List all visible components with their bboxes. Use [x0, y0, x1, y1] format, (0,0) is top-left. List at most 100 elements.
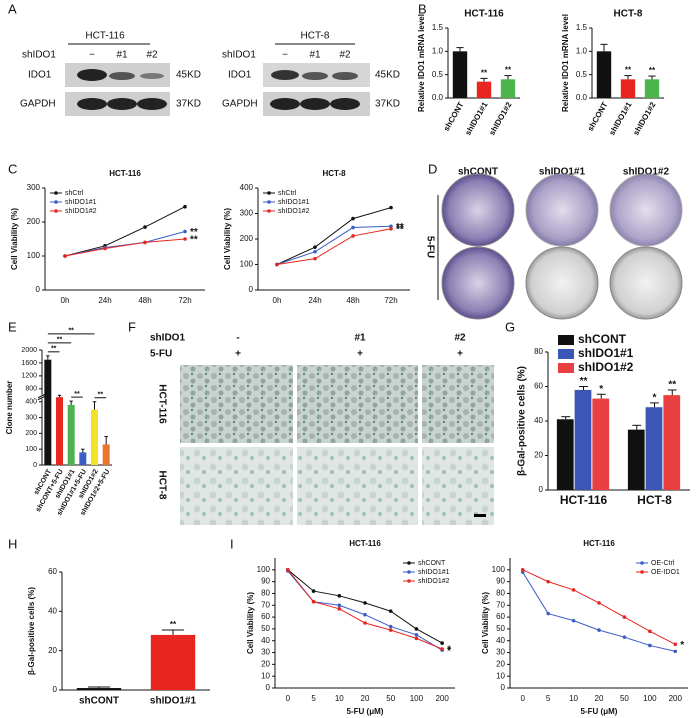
significance: ** — [190, 227, 198, 238]
y-tick-label: 40 — [48, 606, 57, 615]
cell-line: HCT-8 — [301, 31, 330, 42]
y-tick-label: 40 — [261, 636, 270, 645]
y-tick-label: 300 — [25, 414, 37, 421]
significance: * — [680, 640, 684, 651]
legend-swatch — [640, 570, 644, 574]
marker — [103, 246, 107, 251]
protein: IDO1 — [228, 70, 252, 81]
legend-label: shIDO1#1 — [278, 199, 310, 206]
axis-break — [38, 394, 46, 399]
line — [64, 231, 186, 257]
row-label: shIDO1 — [222, 50, 256, 61]
y-axis-label: β-Gal-positive cells (%) — [27, 587, 36, 675]
significance: ** — [505, 66, 512, 75]
marker — [622, 615, 627, 619]
bar — [76, 688, 122, 690]
x-tick-label: 0 — [286, 694, 291, 703]
bar — [476, 81, 492, 98]
x-tick-label: shIDO1#2 — [631, 100, 658, 137]
y-tick-label: 0.0 — [576, 93, 588, 102]
y-tick-label: 50 — [261, 624, 270, 633]
marker — [622, 635, 627, 639]
chart-title: HCT-116 — [464, 9, 504, 20]
x-tick-label: 200 — [669, 694, 683, 703]
row-label: HCT-8 — [156, 471, 167, 500]
x-tick-label: shIDO1#2 — [487, 100, 514, 137]
y-tick-label: 20 — [496, 659, 505, 668]
bar — [644, 79, 660, 98]
x-tick-label: 5 — [311, 694, 316, 703]
x-tick-label: 10 — [335, 694, 344, 703]
marker — [63, 254, 67, 258]
legend-swatch — [407, 561, 411, 565]
column-header: shIDO1#2 — [623, 167, 670, 178]
x-tick-label: 48h — [138, 296, 151, 305]
colony-panel: shCONT shIDO1#1 shIDO1#2 - + 5-FU — [424, 167, 683, 320]
marker — [571, 588, 576, 592]
legend-label: shIDO1#2 — [418, 578, 450, 585]
legend-swatch — [267, 200, 271, 204]
marker — [363, 612, 367, 617]
column-header: - — [236, 333, 239, 344]
marker — [183, 229, 187, 234]
marker — [414, 633, 419, 637]
y-tick-label: 1200 — [21, 373, 37, 380]
y-tick-label: 30 — [496, 648, 505, 657]
x-axis-label: 5-FU (μM) — [347, 707, 384, 716]
x-tick-label: 20 — [361, 694, 370, 703]
line — [64, 206, 186, 257]
y-axis-label: Cell Viability (%) — [10, 208, 19, 270]
y-tick-label: 100 — [240, 260, 254, 269]
marker — [673, 649, 678, 654]
y-tick-label: 70 — [261, 600, 270, 609]
line — [276, 225, 392, 265]
size: 37KD — [176, 99, 201, 110]
y-tick-label: 50 — [496, 624, 505, 633]
significance: ** — [649, 66, 656, 75]
y-tick-label: 0 — [266, 683, 271, 692]
column-header: shCONT — [458, 167, 498, 178]
x-tick-label: shCONT — [586, 100, 610, 132]
marker — [440, 647, 444, 651]
bar — [102, 444, 110, 465]
y-tick-label: 60 — [496, 612, 505, 621]
x-tick-label: shCONT — [442, 100, 466, 132]
marker — [597, 628, 601, 632]
x-tick-label: HCT-116 — [560, 493, 608, 507]
marker — [351, 216, 355, 221]
legend-label: shIDO1#1 — [65, 199, 97, 206]
row-header: 5-FU — [150, 349, 172, 360]
y-tick-label: 1.5 — [432, 23, 444, 32]
x-tick-label: 200 — [435, 694, 449, 703]
x-tick-label: 0h — [61, 296, 70, 305]
bar — [91, 409, 98, 465]
bar — [592, 398, 610, 490]
marker — [337, 594, 342, 598]
y-tick-label: 0.5 — [576, 70, 588, 79]
y-tick-label: 60 — [261, 612, 270, 621]
blot-right: HCT-8 shIDO1 − #1 #2 IDO1 GAPDH 45KD 37K… — [222, 31, 400, 116]
protein: GAPDH — [20, 99, 56, 110]
y-tick-label: 70 — [496, 600, 505, 609]
lane: #2 — [339, 50, 351, 61]
marker — [183, 204, 187, 209]
x-tick-label: 20 — [595, 694, 604, 703]
legend-label: shCtrl — [65, 190, 84, 197]
marker — [313, 245, 317, 249]
bracket-label: ** — [98, 392, 104, 399]
significance: ** — [668, 380, 676, 391]
marker — [311, 599, 316, 604]
treatment-mark: + — [235, 349, 241, 360]
y-tick-label: 90 — [261, 577, 270, 586]
significance: * — [447, 646, 451, 657]
y-tick-label: 0 — [53, 685, 58, 694]
x-tick-label: 0h — [273, 296, 282, 305]
line — [276, 228, 392, 265]
significance: ** — [396, 224, 404, 235]
legend-swatch — [54, 209, 58, 213]
marker — [389, 227, 393, 231]
marker — [546, 611, 550, 616]
bar — [79, 452, 87, 465]
lane: − — [89, 50, 95, 61]
bar — [556, 419, 574, 490]
